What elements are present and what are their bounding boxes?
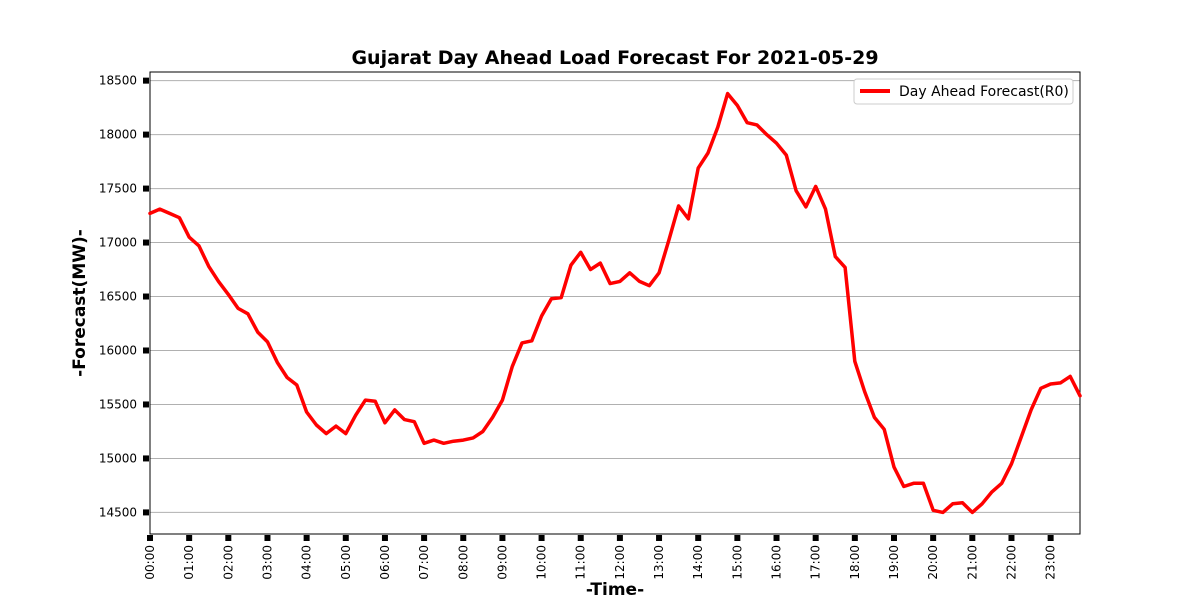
x-tick-mark: [303, 535, 310, 541]
x-tick-label: 11:00: [574, 545, 588, 580]
x-tick-label: 22:00: [1004, 545, 1018, 580]
x-tick-mark: [695, 535, 702, 541]
x-tick-mark: [851, 535, 858, 541]
legend-box: [853, 78, 1074, 105]
x-axis-label: -Time-: [586, 580, 644, 600]
x-tick-label: 12:00: [613, 545, 627, 580]
legend-label: Day Ahead Forecast(R0): [899, 84, 1069, 100]
x-tick-mark: [225, 535, 232, 541]
y-tick-label: 17500: [99, 182, 137, 196]
x-tick-label: 09:00: [495, 545, 509, 580]
x-tick-label: 02:00: [221, 545, 235, 580]
y-tick-mark: [143, 347, 149, 354]
x-tick-label: 16:00: [770, 545, 784, 580]
x-tick-label: 01:00: [182, 545, 196, 580]
x-tick-mark: [773, 535, 780, 541]
x-tick-mark: [147, 535, 153, 541]
x-tick-mark: [656, 535, 663, 541]
series-layer: [148, 91, 1082, 515]
x-tick-label: 23:00: [1044, 545, 1058, 580]
x-tick-label: 06:00: [378, 545, 392, 580]
x-tick-mark: [1008, 535, 1015, 541]
x-tick-label: 07:00: [417, 545, 431, 580]
x-tick-label: 04:00: [300, 545, 314, 580]
gridlines: [150, 80, 1080, 513]
y-tick-label: 14500: [99, 505, 137, 519]
x-tick-mark: [812, 535, 819, 541]
legend: Day Ahead Forecast(R0): [853, 78, 1074, 105]
x-tick-label: 08:00: [456, 545, 470, 580]
y-tick-label: 17000: [99, 236, 137, 250]
y-tick-mark: [143, 401, 149, 408]
x-tick-label: 20:00: [926, 545, 940, 580]
x-tick-label: 18:00: [848, 545, 862, 580]
plot-area: [149, 71, 1081, 535]
x-tick-mark: [499, 535, 506, 541]
x-tick-mark: [891, 535, 897, 541]
y-tick-mark: [143, 293, 149, 300]
x-tick-label: 17:00: [809, 545, 823, 580]
y-tick-label: 16000: [99, 343, 137, 357]
y-tick-label: 15500: [99, 397, 137, 411]
x-tick-label: 00:00: [143, 545, 157, 580]
y-tick-mark: [143, 509, 149, 516]
x-tick-mark: [969, 535, 976, 541]
y-tick-label: 15000: [99, 451, 137, 465]
y-tick-mark: [143, 455, 149, 462]
x-axis: 00:00 01:00 02:00 03:00 04:00 05:00 06:00 07:00…: [143, 535, 1058, 580]
x-tick-label: 14:00: [691, 545, 705, 580]
series-line: [148, 91, 1082, 515]
x-tick-mark: [577, 535, 584, 541]
y-tick-mark: [143, 185, 149, 192]
x-tick-label: 03:00: [260, 545, 274, 580]
x-tick-mark: [930, 535, 937, 541]
x-tick-mark: [734, 535, 741, 541]
x-tick-mark: [381, 535, 388, 541]
y-tick-label: 16500: [99, 290, 137, 304]
chart-title: Gujarat Day Ahead Load Forecast For 2021…: [351, 47, 878, 69]
y-axis: 14500 15000 15500 16000 16500 17000 17500 18000…: [99, 74, 149, 519]
x-tick-label: 10:00: [535, 545, 549, 580]
x-tick-label: 19:00: [887, 545, 901, 580]
y-tick-mark: [143, 77, 149, 84]
y-tick-mark: [143, 239, 149, 246]
x-tick-label: 13:00: [652, 545, 666, 580]
x-tick-mark: [616, 535, 623, 541]
y-axis-label: -Forecast(MW)-: [70, 229, 90, 377]
x-tick-mark: [460, 535, 467, 541]
y-tick-label: 18500: [99, 74, 137, 88]
x-tick-mark: [421, 535, 428, 541]
x-tick-mark: [1047, 535, 1054, 541]
x-tick-mark: [342, 535, 349, 541]
x-tick-mark: [186, 535, 193, 541]
x-tick-label: 15:00: [730, 545, 744, 580]
y-tick-label: 18000: [99, 128, 137, 142]
x-tick-label: 21:00: [965, 545, 979, 580]
x-tick-label: 05:00: [339, 545, 353, 580]
y-tick-mark: [143, 131, 149, 138]
x-tick-mark: [538, 535, 545, 541]
x-tick-mark: [264, 535, 271, 541]
